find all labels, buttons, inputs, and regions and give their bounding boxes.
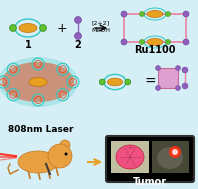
Circle shape xyxy=(166,12,170,16)
Circle shape xyxy=(48,144,72,168)
Ellipse shape xyxy=(18,151,58,173)
Circle shape xyxy=(183,39,189,45)
Text: MeOH: MeOH xyxy=(91,29,110,33)
Ellipse shape xyxy=(116,145,144,169)
Bar xyxy=(111,141,149,173)
Circle shape xyxy=(182,67,188,73)
Circle shape xyxy=(74,16,82,23)
Text: +: + xyxy=(57,22,67,35)
Text: 808nm Laser: 808nm Laser xyxy=(8,125,73,135)
Text: Ru1100: Ru1100 xyxy=(134,45,176,55)
Ellipse shape xyxy=(0,57,78,107)
Circle shape xyxy=(172,149,178,155)
Circle shape xyxy=(99,79,105,85)
Circle shape xyxy=(65,153,68,156)
Circle shape xyxy=(155,85,161,91)
Ellipse shape xyxy=(2,62,74,102)
Circle shape xyxy=(39,25,47,32)
Ellipse shape xyxy=(157,147,183,169)
Circle shape xyxy=(183,11,189,17)
Ellipse shape xyxy=(107,78,123,86)
Bar xyxy=(152,141,189,173)
Ellipse shape xyxy=(19,23,37,33)
Circle shape xyxy=(175,85,181,91)
Bar xyxy=(158,68,178,88)
Circle shape xyxy=(140,12,145,16)
Circle shape xyxy=(121,11,127,17)
Text: [2+2]: [2+2] xyxy=(92,20,110,26)
Ellipse shape xyxy=(29,77,47,87)
Circle shape xyxy=(10,25,16,32)
Text: ...: ... xyxy=(128,144,133,149)
Text: Tumor: Tumor xyxy=(133,177,167,187)
Text: =: = xyxy=(144,75,156,89)
Circle shape xyxy=(60,140,70,150)
Text: 1: 1 xyxy=(25,40,31,50)
FancyBboxPatch shape xyxy=(106,136,194,182)
Circle shape xyxy=(175,66,181,70)
Circle shape xyxy=(166,40,170,44)
Circle shape xyxy=(121,39,127,45)
Bar xyxy=(124,14,186,42)
Circle shape xyxy=(182,83,188,89)
Ellipse shape xyxy=(147,11,163,18)
Ellipse shape xyxy=(147,39,163,46)
Circle shape xyxy=(125,79,131,85)
Text: 2: 2 xyxy=(75,40,81,50)
Circle shape xyxy=(155,66,161,70)
Circle shape xyxy=(140,40,145,44)
Circle shape xyxy=(169,146,181,158)
Circle shape xyxy=(74,33,82,40)
